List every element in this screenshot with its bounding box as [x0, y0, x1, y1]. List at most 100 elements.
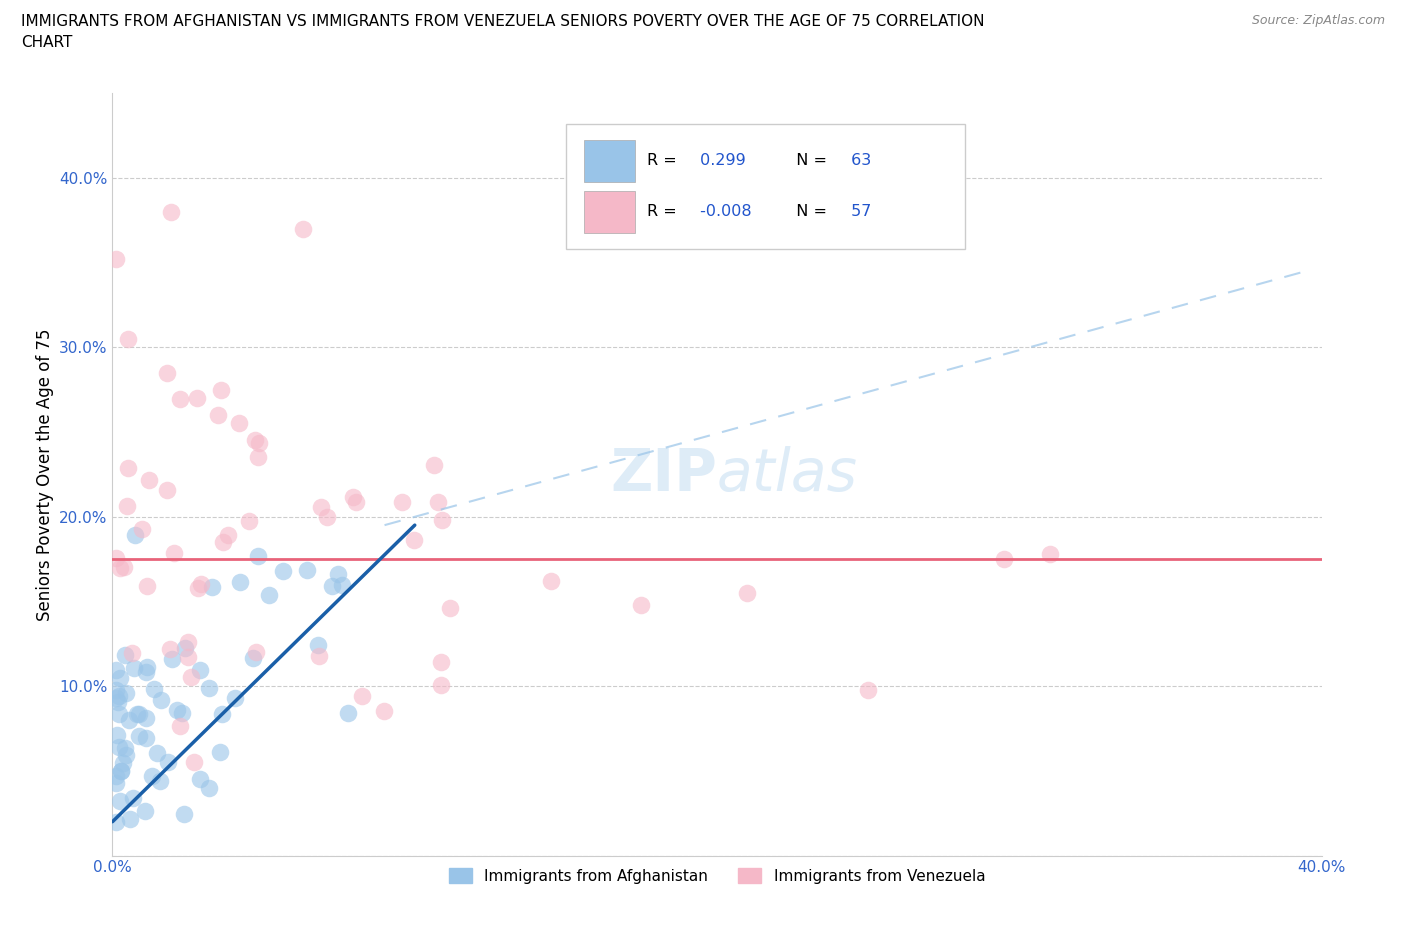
Point: [198, 780, 221, 795]
Point: [426, 495, 449, 510]
Point: [134, 804, 156, 818]
Point: [110, 764, 132, 778]
Point: [156, 483, 179, 498]
Point: [138, 473, 160, 488]
Point: [391, 495, 413, 510]
Point: [186, 391, 208, 405]
Point: [183, 755, 205, 770]
Point: [295, 563, 318, 578]
Point: [114, 748, 136, 763]
Point: [197, 681, 219, 696]
Point: [128, 706, 150, 721]
Point: [107, 707, 129, 722]
Point: [218, 528, 240, 543]
FancyBboxPatch shape: [583, 191, 636, 233]
Text: R =: R =: [647, 205, 676, 219]
Point: [169, 392, 191, 406]
Point: [352, 689, 374, 704]
Point: [257, 588, 280, 603]
Point: [159, 642, 181, 657]
Point: [169, 719, 191, 734]
Point: [115, 498, 138, 513]
Point: [107, 688, 129, 703]
Y-axis label: Seniors Poverty Over the Age of 75: Seniors Poverty Over the Age of 75: [35, 328, 53, 620]
Point: [247, 435, 270, 450]
Text: 63: 63: [846, 153, 872, 168]
Point: [209, 744, 232, 759]
Point: [188, 663, 211, 678]
Point: [856, 682, 880, 697]
Point: [373, 703, 395, 718]
Point: [135, 711, 157, 725]
Point: [114, 740, 136, 755]
Legend: Immigrants from Afghanistan, Immigrants from Venezuela: Immigrants from Afghanistan, Immigrants …: [443, 862, 991, 890]
Point: [309, 499, 332, 514]
Point: [326, 567, 349, 582]
Point: [122, 790, 145, 805]
Point: [108, 793, 131, 808]
Point: [271, 564, 294, 578]
Point: [104, 682, 127, 697]
Point: [228, 416, 250, 431]
Point: [245, 644, 267, 659]
Point: [212, 535, 235, 550]
Point: [156, 365, 179, 380]
Point: [108, 671, 131, 685]
Point: [430, 512, 453, 527]
FancyBboxPatch shape: [565, 124, 965, 249]
Text: Source: ZipAtlas.com: Source: ZipAtlas.com: [1251, 14, 1385, 27]
Point: [190, 577, 212, 591]
Text: CHART: CHART: [21, 35, 73, 50]
Point: [423, 458, 446, 472]
Point: [246, 450, 269, 465]
Point: [128, 728, 150, 743]
Point: [117, 460, 139, 475]
Point: [321, 579, 343, 594]
Text: atlas: atlas: [717, 445, 858, 503]
Point: [122, 660, 145, 675]
Point: [159, 205, 181, 219]
Point: [174, 641, 197, 656]
Text: N =: N =: [786, 205, 827, 219]
Point: [180, 670, 202, 684]
Point: [104, 662, 127, 677]
Point: [163, 545, 186, 560]
Point: [630, 597, 652, 612]
Point: [135, 660, 157, 675]
Text: 57: 57: [846, 205, 872, 219]
Point: [342, 490, 364, 505]
Point: [430, 655, 453, 670]
Point: [291, 221, 314, 236]
Point: [207, 407, 229, 422]
Text: ZIP: ZIP: [610, 445, 717, 503]
Point: [228, 575, 250, 590]
Point: [104, 551, 127, 565]
FancyBboxPatch shape: [583, 140, 636, 182]
Point: [316, 509, 339, 524]
Point: [344, 495, 367, 510]
Point: [150, 693, 173, 708]
Point: [245, 432, 267, 447]
Point: [110, 764, 132, 778]
Point: [114, 647, 136, 662]
Point: [247, 548, 270, 563]
Point: [149, 774, 172, 789]
Point: [166, 702, 188, 717]
Point: [135, 664, 157, 679]
Point: [209, 382, 232, 397]
Point: [336, 706, 359, 721]
Point: [131, 521, 153, 536]
Point: [330, 578, 353, 592]
Point: [112, 756, 135, 771]
Point: [307, 637, 329, 652]
Text: IMMIGRANTS FROM AFGHANISTAN VS IMMIGRANTS FROM VENEZUELA SENIORS POVERTY OVER TH: IMMIGRANTS FROM AFGHANISTAN VS IMMIGRANT…: [21, 14, 984, 29]
Text: -0.008: -0.008: [696, 205, 752, 219]
Point: [430, 677, 453, 692]
Point: [121, 646, 143, 661]
Point: [108, 560, 131, 575]
Point: [224, 690, 246, 705]
Text: R =: R =: [647, 153, 676, 168]
Text: N =: N =: [786, 153, 827, 168]
Point: [108, 739, 131, 754]
Point: [162, 652, 184, 667]
